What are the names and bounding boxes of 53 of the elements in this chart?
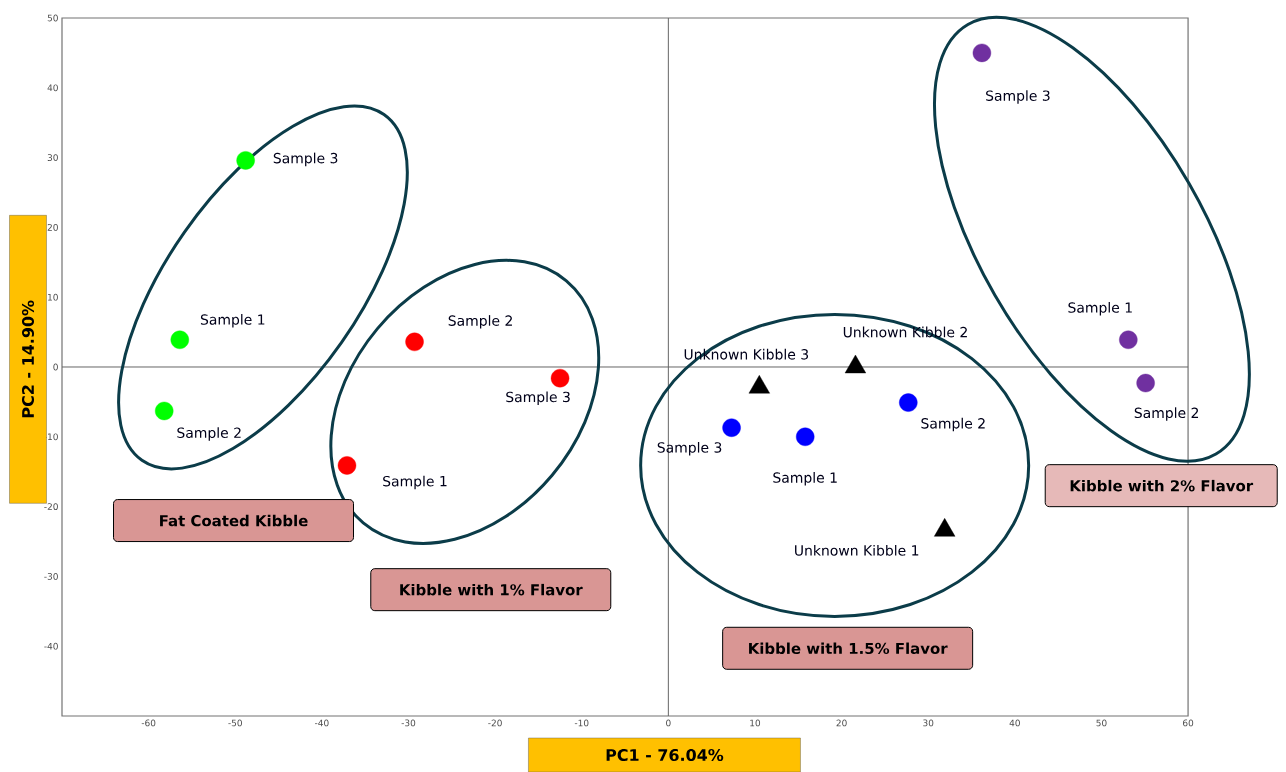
annotation: Unknown Kibble 1 — [795, 544, 919, 556]
annotation: Sample 3 — [986, 90, 1050, 104]
point — [405, 332, 424, 352]
x-tick-label: 20 — [836, 719, 847, 727]
point — [155, 401, 174, 421]
annotation: Sample 3 — [506, 391, 570, 405]
point — [722, 418, 741, 437]
point — [236, 151, 255, 170]
y-axis-title: PC2 - 14.90% — [21, 300, 35, 418]
annotation: Sample 2 — [921, 417, 985, 432]
x-tick-label: 10 — [750, 719, 761, 727]
y-tick-label: -30 — [44, 573, 58, 580]
point — [972, 43, 992, 63]
annotation: Sample 3 — [273, 152, 338, 167]
point — [550, 368, 570, 388]
y-tick-label: -40 — [44, 642, 58, 650]
point — [1119, 330, 1138, 349]
annotation: Sample 2 — [448, 315, 512, 329]
y-tick-label: 40 — [47, 84, 58, 92]
x-tick-label: 60 — [1182, 719, 1194, 727]
point — [170, 330, 189, 349]
x-tick-label: -40 — [314, 719, 329, 727]
x-tick-label: -20 — [488, 719, 502, 727]
annotation: Kibble with 1.5% Flavor — [749, 642, 948, 655]
point — [796, 427, 815, 446]
annotation: Fat Coated Kibble — [160, 514, 308, 527]
annotation: Sample 1 — [200, 314, 265, 328]
point — [1136, 373, 1155, 393]
x-tick-label: -60 — [141, 719, 156, 727]
annotation: Sample 1 — [1068, 302, 1132, 316]
x-tick-label: 50 — [1096, 719, 1107, 727]
annotation: Sample 3 — [657, 441, 722, 456]
x-tick-label: -50 — [228, 719, 242, 727]
x-axis-title: PC1 - 76.04% — [606, 748, 724, 762]
y-tick-label: 0 — [53, 363, 58, 371]
annotation: Sample 1 — [773, 472, 837, 486]
x-tick-label: 40 — [1009, 719, 1020, 727]
annotation: Sample 2 — [177, 427, 241, 441]
x-tick-label: -30 — [401, 719, 416, 727]
point — [899, 393, 918, 412]
point — [337, 456, 357, 475]
annotation: Kibble with 2% Flavor — [1070, 479, 1254, 492]
x-tick-label: -10 — [574, 719, 589, 727]
x-tick-label: 0 — [666, 719, 671, 727]
y-tick-label: 10 — [48, 293, 58, 301]
y-tick-label: 30 — [47, 154, 58, 161]
y-tick-label: 20 — [47, 224, 58, 231]
y-tick-label: -20 — [44, 503, 58, 510]
annotation: Sample 2 — [1134, 407, 1199, 421]
annotation: Sample 1 — [383, 475, 447, 490]
y-tick-label: 50 — [47, 14, 58, 22]
x-tick-label: 30 — [923, 719, 934, 727]
annotation: Kibble with 1% Flavor — [400, 583, 583, 596]
